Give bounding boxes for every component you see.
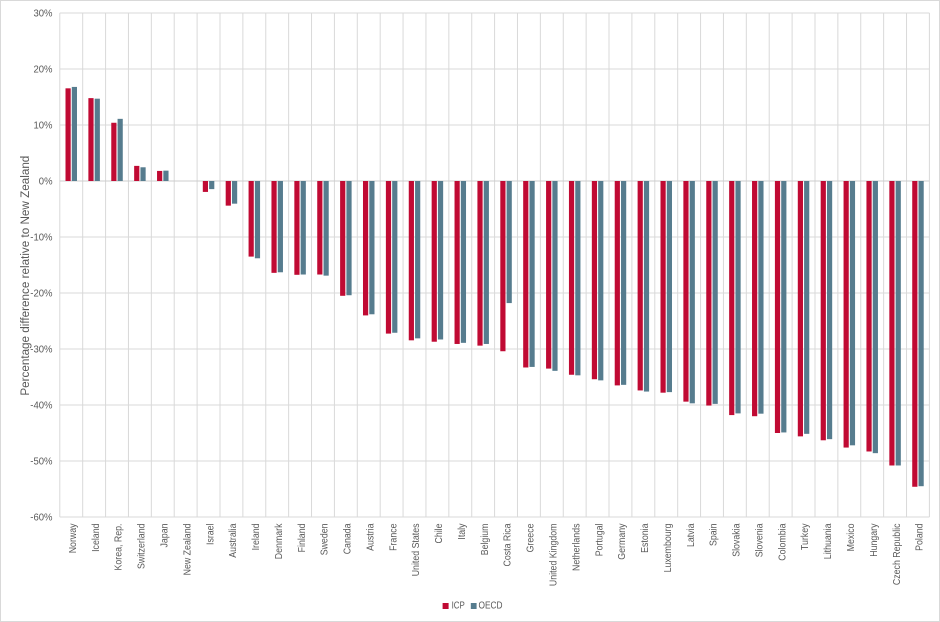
svg-text:Austria: Austria [365, 523, 376, 551]
svg-text:ICP: ICP [452, 600, 465, 611]
svg-text:10%: 10% [34, 121, 53, 132]
svg-text:Estonia: Estonia [640, 523, 651, 553]
svg-text:Iceland: Iceland [91, 524, 102, 552]
svg-text:-40%: -40% [30, 401, 52, 412]
svg-text:Turkey: Turkey [800, 524, 811, 551]
svg-text:Latvia: Latvia [686, 523, 697, 547]
svg-text:Netherlands: Netherlands [571, 524, 582, 572]
svg-text:Chile: Chile [434, 523, 445, 543]
svg-text:-10%: -10% [30, 233, 52, 244]
svg-text:Switzerland: Switzerland [137, 524, 148, 570]
svg-text:OECD: OECD [479, 600, 503, 611]
svg-text:Spain: Spain [709, 524, 720, 547]
svg-text:-50%: -50% [30, 457, 52, 468]
svg-text:Canada: Canada [343, 523, 354, 554]
svg-text:Hungary: Hungary [869, 524, 880, 557]
svg-text:United Kingdom: United Kingdom [549, 524, 560, 587]
svg-text:Belgium: Belgium [480, 524, 491, 556]
svg-text:-30%: -30% [30, 345, 52, 356]
svg-text:Japan: Japan [159, 524, 170, 548]
svg-text:New Zealand: New Zealand [182, 524, 193, 576]
svg-text:Korea, Rep.: Korea, Rep. [114, 524, 125, 571]
svg-text:Greece: Greece [526, 523, 537, 552]
svg-text:-20%: -20% [30, 289, 52, 300]
svg-text:Poland: Poland [915, 524, 926, 551]
svg-text:Slovakia: Slovakia [732, 523, 743, 557]
svg-text:Germany: Germany [617, 524, 628, 560]
svg-text:United States: United States [411, 524, 422, 577]
svg-text:Costa Rica: Costa Rica [503, 523, 514, 566]
svg-text:Lithuania: Lithuania [823, 523, 834, 559]
svg-text:Colombia: Colombia [777, 523, 788, 561]
svg-text:Percentage difference relative: Percentage difference relative to New Ze… [20, 156, 32, 396]
svg-text:Italy: Italy [457, 524, 468, 540]
svg-text:Mexico: Mexico [846, 523, 857, 551]
svg-text:Israel: Israel [205, 524, 216, 546]
svg-text:France: France [388, 523, 399, 551]
svg-text:Czech Republic: Czech Republic [892, 524, 903, 586]
svg-text:-60%: -60% [30, 513, 52, 524]
svg-text:Portugal: Portugal [594, 524, 605, 557]
svg-text:Finland: Finland [297, 524, 308, 553]
svg-text:0%: 0% [39, 177, 53, 188]
svg-text:Slovenia: Slovenia [754, 523, 765, 557]
svg-text:Sweden: Sweden [320, 524, 331, 556]
svg-text:Norway: Norway [68, 524, 79, 554]
svg-text:Denmark: Denmark [274, 523, 285, 560]
svg-text:Luxembourg: Luxembourg [663, 524, 674, 573]
svg-text:20%: 20% [34, 65, 53, 76]
svg-text:Australia: Australia [228, 523, 239, 558]
svg-text:Ireland: Ireland [251, 524, 262, 551]
svg-text:30%: 30% [34, 9, 53, 20]
